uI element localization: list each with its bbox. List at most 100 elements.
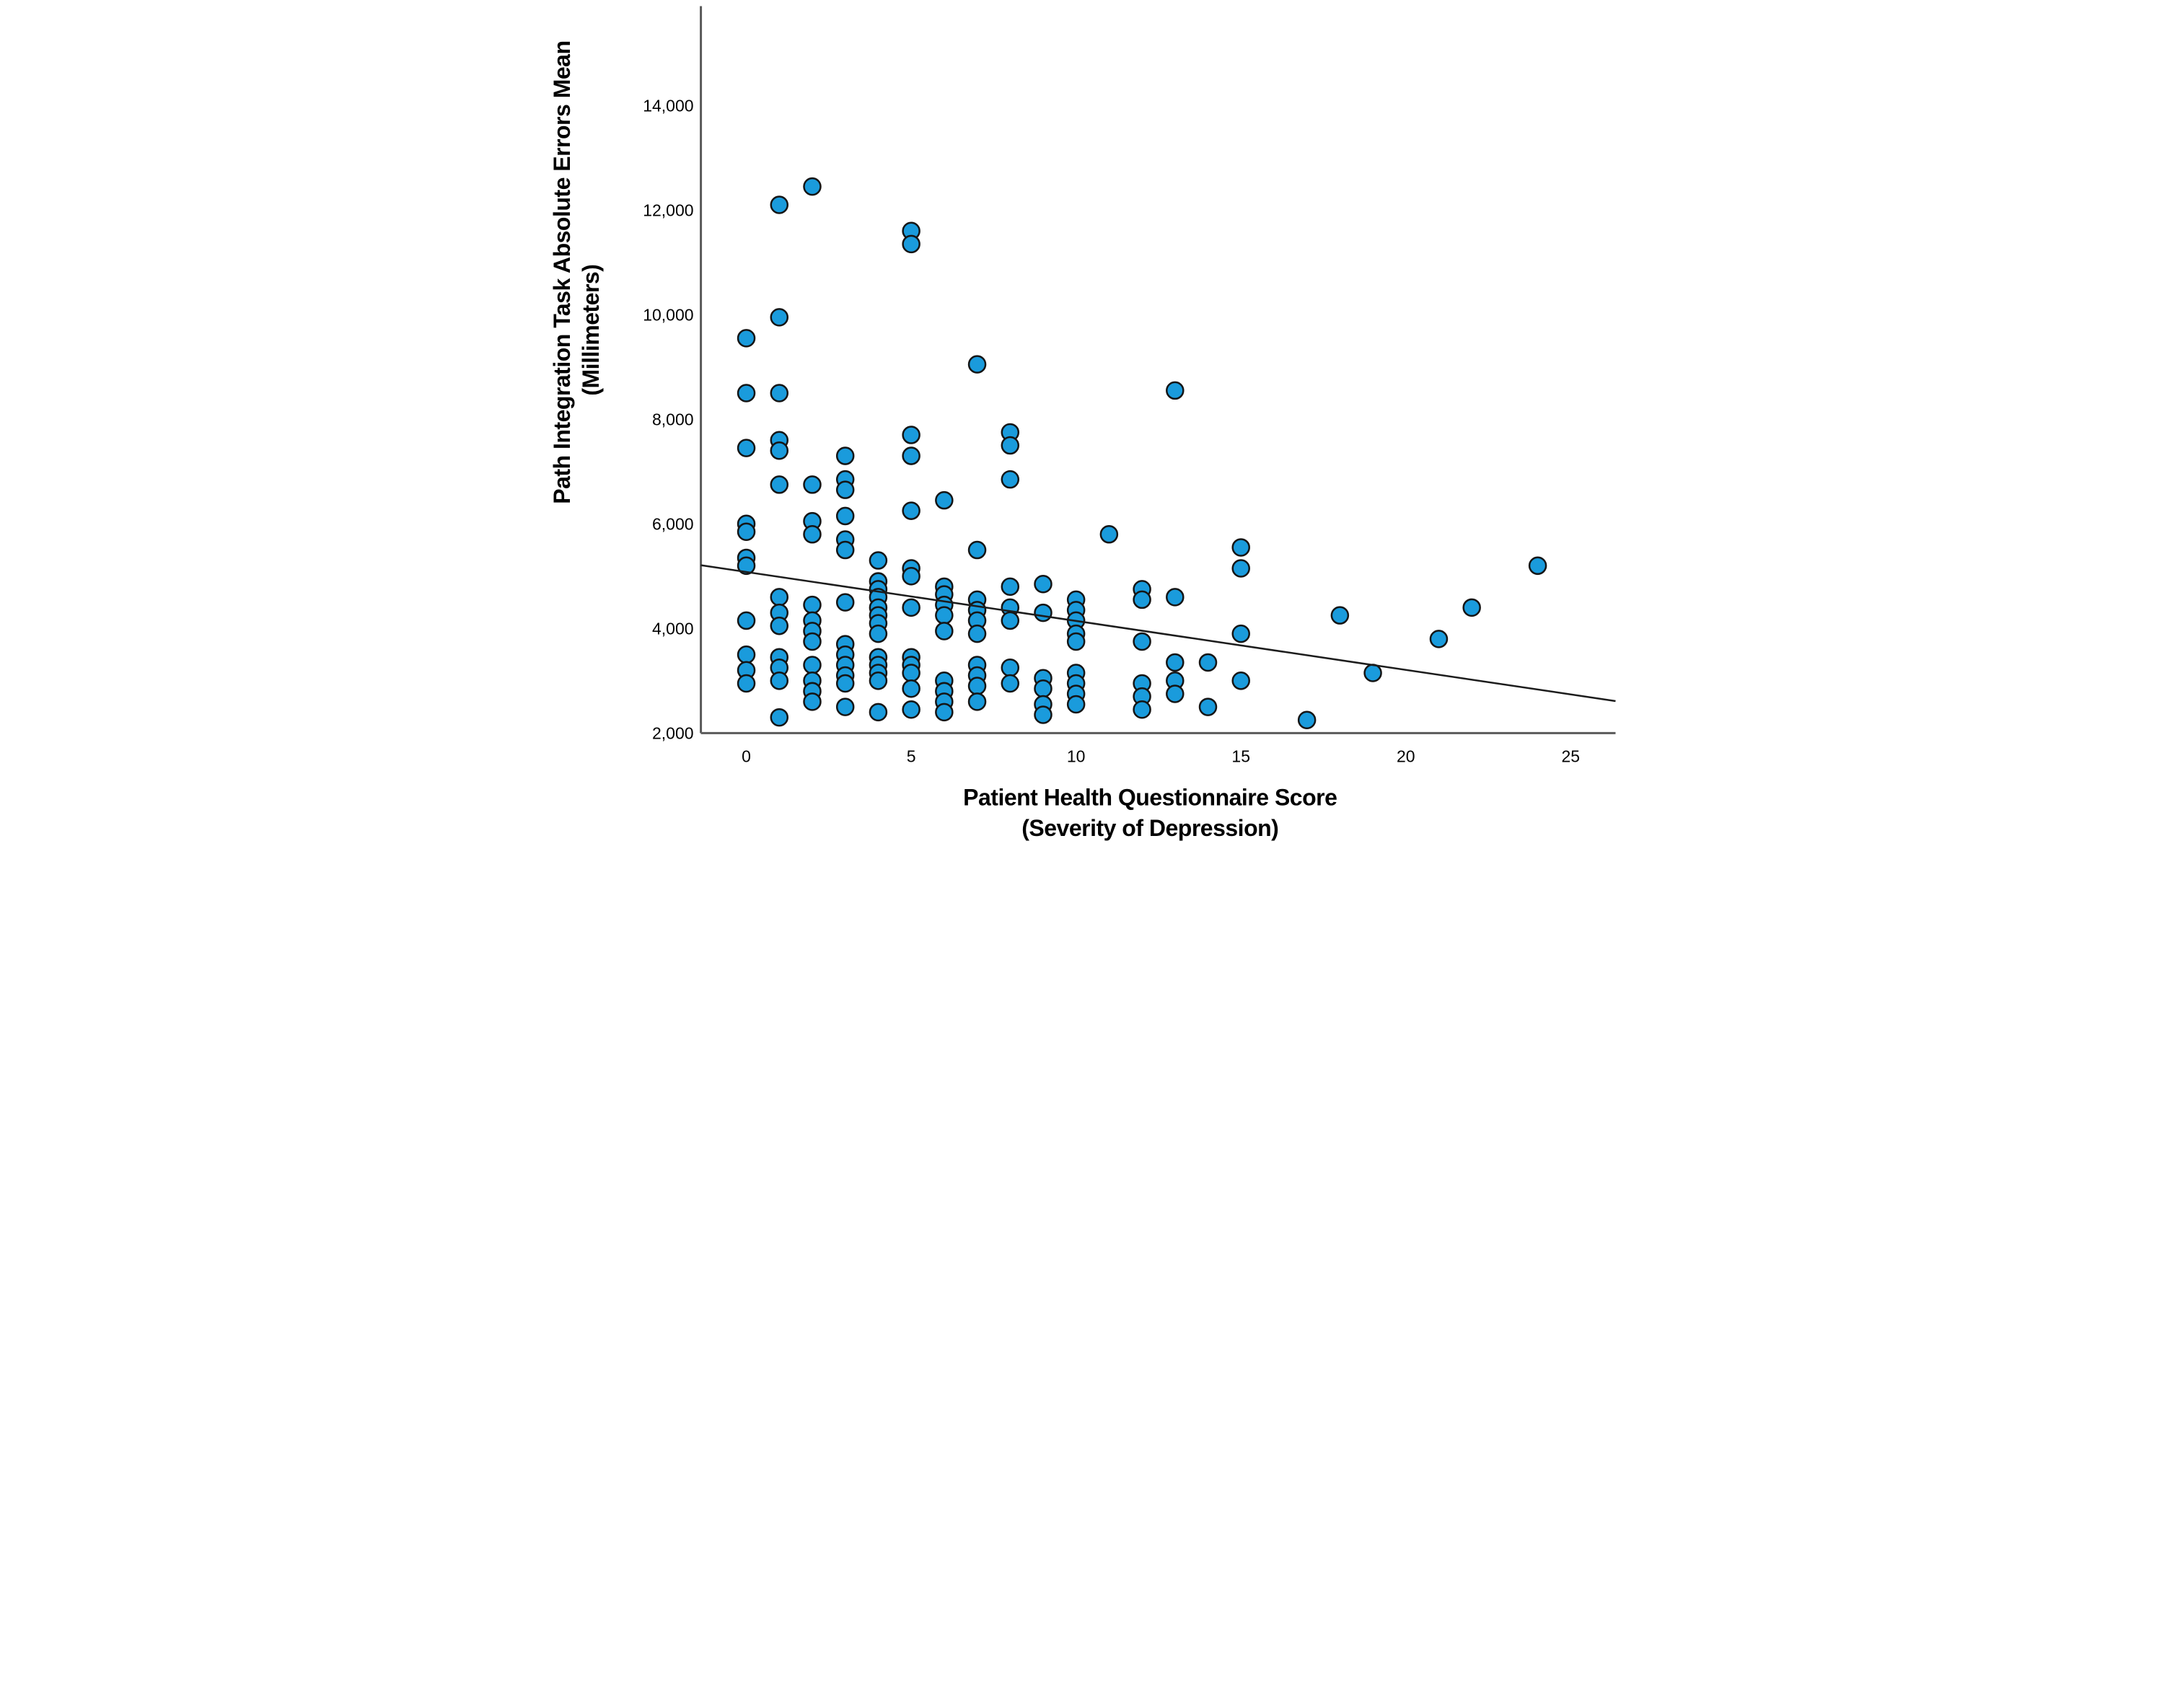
scatter-point [1001, 658, 1020, 677]
scatter-point [737, 556, 756, 576]
scatter-point [770, 475, 789, 494]
scatter-point [1099, 525, 1119, 544]
plot-background [540, 0, 1622, 855]
scatter-point [1133, 632, 1151, 651]
scatter-point [737, 674, 756, 693]
y-axis-title-line1: Path Integration Task Absolute Errors Me… [549, 41, 575, 504]
scatter-point [935, 703, 954, 722]
scatter-point [967, 355, 987, 374]
scatter-point [835, 506, 855, 526]
scatter-point [1066, 695, 1086, 714]
x-tick-label: 0 [742, 747, 751, 765]
scatter-point [835, 697, 855, 716]
scatter-point [803, 475, 822, 494]
scatter-point [1066, 632, 1086, 651]
scatter-point [967, 677, 987, 695]
scatter-point [835, 480, 855, 499]
scatter-point [935, 490, 954, 510]
scatter-point [1363, 664, 1382, 682]
scatter-point [1001, 577, 1020, 597]
points-layer [737, 177, 1547, 729]
scatter-point [803, 632, 822, 651]
scatter-point [770, 441, 789, 460]
scatter-point [737, 384, 756, 402]
scatter-point [1133, 700, 1151, 719]
x-tick-label: 5 [907, 747, 916, 765]
scatter-point [1429, 630, 1449, 648]
y-tick-labels: 2,000 4,000 6,000 8,000 10,000 12,000 14,000 [643, 96, 693, 742]
scatter-point [1001, 470, 1020, 489]
x-tick-label: 20 [1397, 747, 1415, 765]
scatter-point [902, 501, 920, 520]
y-tick-label: 10,000 [643, 305, 693, 324]
x-axis-title: Patient Health Questionnaire Score (Seve… [963, 784, 1337, 841]
scatter-point [1297, 710, 1317, 729]
scatter-point [835, 446, 855, 465]
scatter-point [737, 329, 756, 348]
scatter-point [902, 234, 920, 254]
scatter-point [869, 624, 888, 643]
x-axis-title-line2: (Severity of Depression) [1021, 815, 1278, 841]
y-tick-label: 14,000 [643, 96, 693, 115]
scatter-point [803, 595, 822, 615]
y-tick-label: 12,000 [643, 201, 693, 219]
x-tick-label: 25 [1562, 747, 1581, 765]
scatter-point [1198, 697, 1218, 716]
scatter-point [1034, 679, 1053, 698]
scatter-point [1166, 588, 1185, 607]
scatter-point [1001, 674, 1020, 693]
scatter-point [1231, 624, 1250, 643]
scatter-point [1001, 611, 1020, 630]
scatter-plot: 0 5 10 15 20 25 2,000 4,000 6,000 8,000 10,000 12,… [540, 0, 1622, 855]
figure-container: 0 5 10 15 20 25 2,000 4,000 6,000 8,000 10,000 12,… [540, 0, 1622, 855]
scatter-point [803, 525, 822, 544]
scatter-point [1034, 574, 1053, 594]
y-tick-label: 2,000 [652, 723, 694, 742]
scatter-point [1198, 653, 1218, 672]
scatter-point [737, 522, 756, 541]
scatter-point [902, 598, 920, 617]
scatter-point [935, 606, 954, 625]
scatter-point [902, 700, 920, 719]
scatter-point [1034, 705, 1053, 724]
scatter-point [835, 674, 855, 693]
scatter-point [835, 540, 855, 560]
scatter-point [737, 439, 756, 457]
trend-line [700, 564, 1616, 703]
scatter-point [902, 567, 920, 586]
scatter-point [967, 624, 987, 643]
scatter-point [770, 672, 789, 690]
scatter-point [770, 384, 789, 402]
scatter-point [835, 593, 855, 612]
scatter-point [869, 703, 888, 722]
scatter-point [869, 551, 888, 570]
scatter-point [869, 672, 888, 690]
scatter-point [967, 540, 987, 560]
y-axis-title-line2: (Millimeters) [578, 265, 604, 396]
scatter-point [1133, 590, 1151, 609]
scatter-point [1034, 603, 1053, 622]
scatter-point [770, 195, 789, 214]
scatter-point [1166, 381, 1185, 400]
y-tick-label: 6,000 [652, 514, 694, 533]
scatter-point [1001, 436, 1020, 455]
x-tick-label: 10 [1067, 747, 1086, 765]
scatter-point [737, 645, 756, 664]
scatter-point [1462, 598, 1481, 617]
scatter-point [935, 622, 954, 640]
scatter-point [770, 588, 789, 607]
scatter-point [967, 692, 987, 711]
scatter-point [1166, 684, 1185, 703]
scatter-point [1330, 606, 1350, 625]
scatter-point [1166, 653, 1185, 672]
scatter-point [1231, 538, 1250, 557]
scatter-point [1231, 672, 1250, 690]
scatter-point [737, 611, 756, 630]
y-tick-label: 4,000 [652, 619, 694, 638]
scatter-point [770, 708, 789, 727]
scatter-point [902, 679, 920, 698]
scatter-point [1528, 556, 1547, 576]
x-tick-labels: 0 5 10 15 20 25 [742, 747, 1580, 765]
scatter-point [803, 692, 822, 711]
x-tick-label: 15 [1231, 747, 1250, 765]
